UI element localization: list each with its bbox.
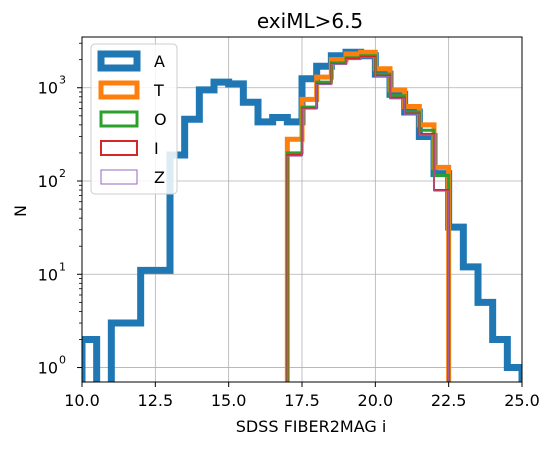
histogram-series-Z [286, 57, 450, 382]
legend-swatch [98, 80, 140, 100]
y-tick-exponent: 2 [59, 167, 66, 180]
x-tick-label: 17.5 [284, 391, 320, 410]
y-axis-label: N [11, 205, 30, 217]
x-tick-label: 15.0 [211, 391, 247, 410]
x-tick-label: 20.0 [358, 391, 394, 410]
x-tick-label: 25.0 [504, 391, 540, 410]
legend-swatch [99, 110, 139, 128]
y-tick-label: 10 [38, 79, 58, 98]
y-tick-label: 10 [38, 265, 58, 284]
legend-label: A [154, 52, 165, 71]
y-tick-exponent: 3 [59, 74, 66, 87]
legend-label: I [154, 139, 159, 158]
y-tick-label: 10 [38, 172, 58, 191]
y-tick-label: 10 [38, 359, 58, 378]
x-tick-label: 22.5 [431, 391, 467, 410]
x-axis: 10.0 12.5 15.0 17.5 20.0 22.5 25.0 [64, 382, 540, 410]
legend-label: T [153, 81, 164, 100]
x-axis-label: SDSS FIBER2MAG i [236, 417, 387, 436]
legend-swatch [97, 50, 141, 72]
y-tick-exponent: 1 [59, 260, 66, 273]
chart-title: exiML>6.5 [257, 9, 363, 33]
legend-swatch [100, 169, 138, 185]
legend-label: O [154, 110, 167, 129]
x-tick-label: 12.5 [138, 391, 174, 410]
x-tick-label: 10.0 [64, 391, 100, 410]
legend-label: Z [154, 168, 165, 187]
y-tick-exponent: 0 [59, 354, 66, 367]
plot-area [82, 48, 522, 382]
legend-swatch [100, 140, 138, 156]
